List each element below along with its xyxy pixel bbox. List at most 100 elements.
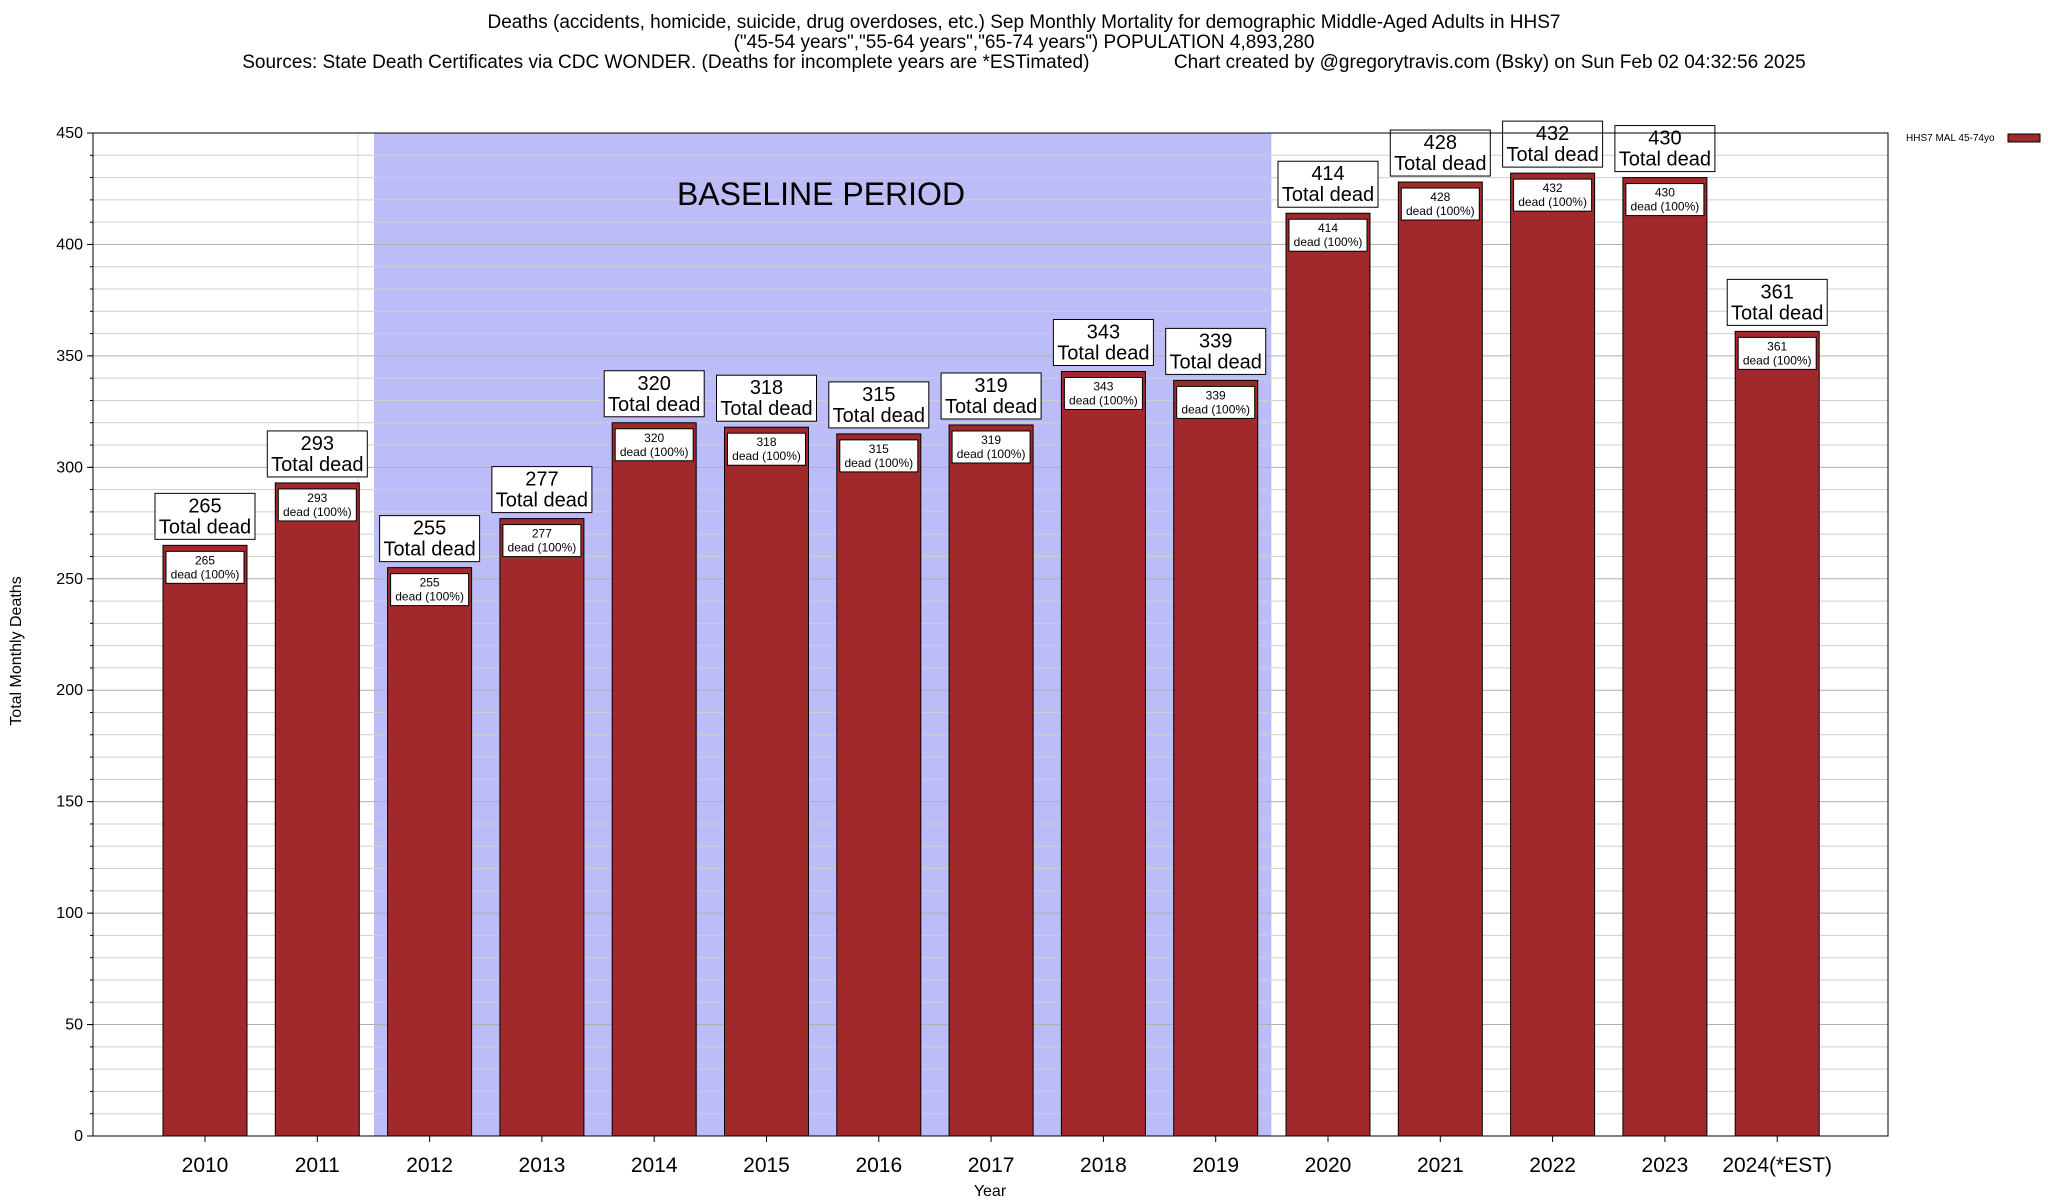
inner-label-box (1288, 218, 1368, 252)
inner-label-text: dead (100%) (1294, 235, 1363, 249)
top-label-box (266, 430, 368, 478)
top-label-text: Total dead (383, 539, 475, 561)
x-tick-label: 2024(*EST) (1722, 1154, 1832, 1177)
bar (1510, 172, 1596, 1137)
inner-label-box (502, 524, 582, 558)
bar (162, 544, 248, 1137)
inner-label-value: 315 (869, 442, 889, 456)
inner-label-value: 432 (1543, 181, 1563, 195)
top-label-text: Total dead (159, 516, 251, 538)
x-tick-label: 2012 (406, 1154, 453, 1177)
legend-swatch (2007, 133, 2041, 143)
top-label-box (379, 515, 481, 563)
top-label-text: Total dead (720, 398, 812, 420)
top-label-value: 315 (862, 384, 895, 406)
top-label-value: 414 (1311, 163, 1344, 185)
x-tick-label: 2023 (1642, 1154, 1689, 1177)
x-tick-label: 2013 (519, 1154, 566, 1177)
x-tick-label: 2010 (182, 1154, 229, 1177)
x-tick-label: 2022 (1529, 1154, 1576, 1177)
y-tick-label: 150 (56, 794, 83, 811)
x-tick-label: 2018 (1080, 1154, 1127, 1177)
inner-label-text: dead (100%) (1518, 195, 1587, 209)
inner-label-text: dead (100%) (395, 590, 464, 604)
inner-label-box (390, 573, 470, 607)
top-label-text: Total dead (1170, 351, 1262, 373)
inner-label-text: dead (100%) (1743, 353, 1812, 367)
y-tick-label: 200 (56, 682, 83, 699)
inner-label-box (1063, 376, 1143, 410)
inner-label-value: 277 (532, 527, 552, 541)
top-label-value: 428 (1424, 132, 1457, 154)
bar-group (1285, 212, 1371, 1137)
top-label-value: 255 (413, 518, 446, 540)
inner-label-box (951, 430, 1031, 464)
top-label-box (828, 381, 930, 429)
inner-label-box (727, 432, 806, 466)
bar (1397, 181, 1483, 1137)
x-tick-label: 2017 (968, 1154, 1015, 1177)
inner-label-box (277, 488, 357, 522)
top-label-text: Total dead (1506, 144, 1598, 166)
inner-label-value: 414 (1318, 221, 1338, 235)
bar-group (499, 518, 585, 1137)
bar-group (1060, 370, 1146, 1137)
inner-label-value: 343 (1093, 379, 1113, 393)
top-label-value: 265 (188, 495, 221, 517)
inner-label-text: dead (100%) (1181, 402, 1250, 416)
top-label-text: Total dead (1282, 184, 1374, 206)
top-label-text: Total dead (833, 405, 925, 427)
bar-group (724, 426, 809, 1137)
x-axis-label: Year (974, 1183, 1007, 1200)
x-tick-label: 2021 (1417, 1154, 1464, 1177)
top-label-box (154, 492, 256, 540)
bar-group (162, 544, 248, 1137)
top-label-text: Total dead (1394, 153, 1486, 175)
bars-layer (162, 172, 1820, 1137)
bar (611, 422, 697, 1137)
bar-group (387, 567, 473, 1137)
bar (274, 482, 360, 1137)
bar-group (1397, 181, 1483, 1137)
bar (724, 426, 809, 1137)
baseline-period-label: BASELINE PERIOD (677, 176, 965, 212)
y-tick-label: 300 (56, 459, 83, 476)
axes-layer: 0 50 100 150 200 250 300 350 400 450 2010 2011 2012 2… (56, 125, 1889, 1177)
chart-title-line-1: Deaths (accidents, homicide, suicide, dr… (487, 12, 1561, 33)
inner-label-text: dead (100%) (283, 505, 352, 519)
y-tick-label: 0 (74, 1128, 83, 1145)
top-label-value: 339 (1199, 330, 1232, 352)
top-label-box (1389, 129, 1491, 177)
inner-label-box (1625, 183, 1705, 217)
inner-label-value: 293 (307, 491, 327, 505)
inner-label-box (165, 550, 245, 584)
top-label-box (1502, 120, 1604, 168)
top-label-box (716, 374, 817, 422)
x-tick-label: 2014 (631, 1154, 678, 1177)
top-label-text: Total dead (608, 394, 700, 416)
inner-label-value: 339 (1206, 388, 1226, 402)
y-tick-label: 250 (56, 571, 83, 588)
legend-label: HHS7 MAL 45-74yo (1906, 133, 1995, 144)
top-label-text: Total dead (271, 454, 363, 476)
inner-label-value: 320 (644, 431, 664, 445)
inner-label-box (614, 428, 694, 462)
bar-group (1622, 177, 1708, 1137)
top-label-text: Total dead (1619, 149, 1711, 171)
inner-label-value: 361 (1767, 339, 1787, 353)
inner-label-value: 265 (195, 553, 215, 567)
top-label-text: Total dead (1057, 342, 1149, 364)
y-tick-label: 450 (56, 125, 83, 142)
inner-label-text: dead (100%) (508, 541, 577, 555)
inner-label-text: dead (100%) (844, 456, 913, 470)
top-label-box (1052, 318, 1154, 366)
bar (948, 424, 1034, 1137)
inner-label-text: dead (100%) (1069, 393, 1138, 407)
top-label-value: 293 (301, 433, 334, 455)
x-tick-label: 2019 (1192, 1154, 1239, 1177)
y-tick-label: 100 (56, 905, 83, 922)
inner-label-value: 255 (420, 576, 440, 590)
inner-label-value: 319 (981, 433, 1001, 447)
chart-title-line-2: ("45-54 years","55-64 years","65-74 year… (733, 32, 1315, 53)
y-tick-label: 50 (65, 1017, 83, 1034)
